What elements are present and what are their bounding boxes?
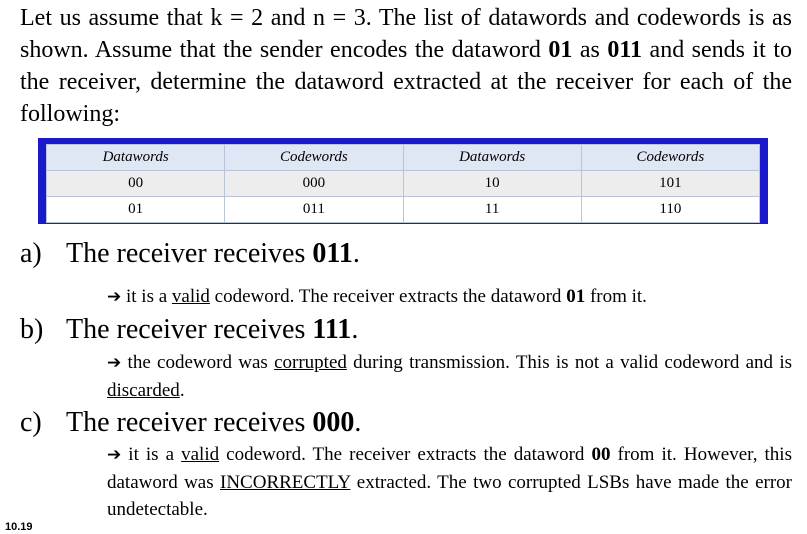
table-cell: 011	[224, 196, 404, 223]
answer-text: from it.	[585, 286, 647, 307]
answer-underline: INCORRECTLY	[220, 472, 351, 493]
codeword-table: Datawords Codewords Datawords Codewords …	[45, 144, 761, 223]
answer-b: ➔ the codeword was corrupted during tran…	[107, 349, 792, 404]
answer-underline: discarded	[107, 380, 180, 401]
question-text: The receiver receives	[66, 238, 313, 269]
answer-a: ➔ it is a valid codeword. The receiver e…	[107, 283, 792, 311]
answer-text: the codeword was	[121, 352, 275, 373]
table-cell: 00	[45, 170, 226, 197]
answer-text: codeword. The receiver extracts the data…	[209, 286, 567, 307]
intro-text-1: Let us assume that k = 2 and n = 3. The …	[20, 5, 792, 63]
answer-underline: valid	[171, 286, 210, 307]
table-header: Datawords	[402, 144, 582, 171]
received-codeword: 111	[312, 314, 352, 345]
answer-text: .	[179, 380, 185, 401]
table-cell: 000	[224, 170, 404, 197]
table-header-row: Datawords Codewords Datawords Codewords	[45, 144, 761, 171]
answer-text: during transmission. This is not a valid…	[346, 352, 792, 373]
table-header: Datawords	[45, 144, 226, 171]
intro-dataword: 01	[548, 37, 573, 63]
table-header: Codewords	[224, 144, 404, 171]
received-codeword: 011	[312, 238, 353, 269]
table-cell: 101	[580, 170, 761, 197]
arrow-icon: ➔	[107, 353, 122, 373]
intro-codeword: 011	[607, 37, 643, 63]
answer-text: it is a	[121, 444, 182, 465]
answer-dataword: 01	[566, 286, 586, 307]
arrow-icon: ➔	[107, 445, 122, 465]
answer-text: extracted. The two corrupted LSBs have m…	[107, 472, 792, 520]
question-text: The receiver receives	[66, 314, 313, 345]
question-label: b)	[20, 314, 44, 345]
question-c: c) The receiver receives 000.	[20, 406, 361, 440]
answer-dataword: 00	[591, 444, 611, 465]
question-a: a) The receiver receives 011.	[20, 237, 360, 271]
answer-text: codeword. The receiver extracts the data…	[219, 444, 592, 465]
table-cell: 110	[580, 196, 761, 223]
question-end: .	[351, 314, 359, 345]
intro-text-2: and sends it to the receiver, determine …	[20, 37, 792, 127]
question-end: .	[354, 407, 362, 438]
question-end: .	[352, 238, 360, 269]
arrow-icon: ➔	[107, 287, 122, 307]
codeword-table-frame: Datawords Codewords Datawords Codewords …	[38, 138, 768, 224]
table-cell: 10	[402, 170, 582, 197]
table-cell: 11	[402, 196, 582, 223]
answer-underline: corrupted	[274, 352, 347, 373]
slide-number: 10.19	[5, 521, 33, 533]
question-text: The receiver receives	[66, 407, 313, 438]
intro-text-mid: as	[572, 37, 608, 63]
answer-text: from it. However, this dataword was	[107, 444, 792, 493]
question-label: a)	[20, 238, 42, 269]
problem-statement: Let us assume that k = 2 and n = 3. The …	[20, 2, 792, 130]
answer-underline: valid	[181, 444, 220, 465]
answer-text: it is a	[121, 286, 172, 307]
received-codeword: 000	[312, 407, 355, 438]
question-b: b) The receiver receives 111.	[20, 313, 358, 347]
table-header: Codewords	[580, 144, 761, 171]
table-row: 01 011 11 110	[45, 196, 761, 223]
table-cell: 01	[45, 196, 226, 223]
table-row: 00 000 10 101	[45, 170, 761, 197]
question-label: c)	[20, 407, 42, 438]
answer-c: ➔ it is a valid codeword. The receiver e…	[107, 441, 792, 523]
